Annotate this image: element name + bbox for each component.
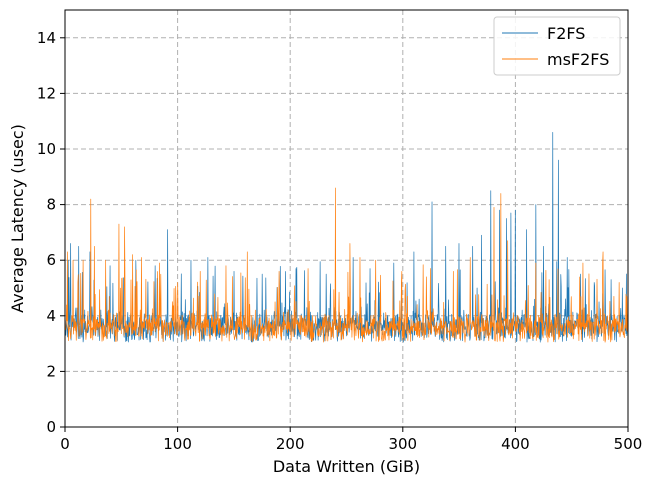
series-line-msf2fs: [65, 187, 628, 343]
x-tick-label: 200: [276, 435, 305, 453]
series-lines: [65, 131, 628, 343]
x-axis-label: Data Written (GiB): [273, 457, 420, 476]
y-tick-label: 6: [46, 251, 56, 269]
plot-area: [65, 131, 628, 343]
x-tick-label: 0: [60, 435, 70, 453]
y-tick-label: 14: [37, 29, 56, 47]
y-tick-label: 2: [46, 362, 56, 380]
y-axis-ticks: 0 2 4 6 8 10 12 14: [37, 29, 65, 436]
y-axis-label: Average Latency (usec): [8, 124, 27, 313]
legend-label-msf2fs: msF2FS: [547, 50, 609, 69]
y-tick-label: 4: [46, 307, 56, 325]
legend: F2FS msF2FS: [493, 16, 621, 76]
x-tick-label: 500: [614, 435, 643, 453]
legend-label-f2fs: F2FS: [547, 24, 585, 43]
plot-frame: [64, 9, 629, 428]
x-tick-label: 100: [163, 435, 192, 453]
y-tick-label: 10: [37, 140, 56, 158]
y-tick-label: 12: [37, 84, 56, 102]
x-tick-label: 400: [501, 435, 530, 453]
x-axis-ticks: 0 100 200 300 400 500: [60, 427, 642, 453]
y-tick-label: 0: [46, 418, 56, 436]
x-tick-label: 300: [388, 435, 417, 453]
y-tick-label: 8: [46, 196, 56, 214]
legend-box: [493, 16, 621, 76]
